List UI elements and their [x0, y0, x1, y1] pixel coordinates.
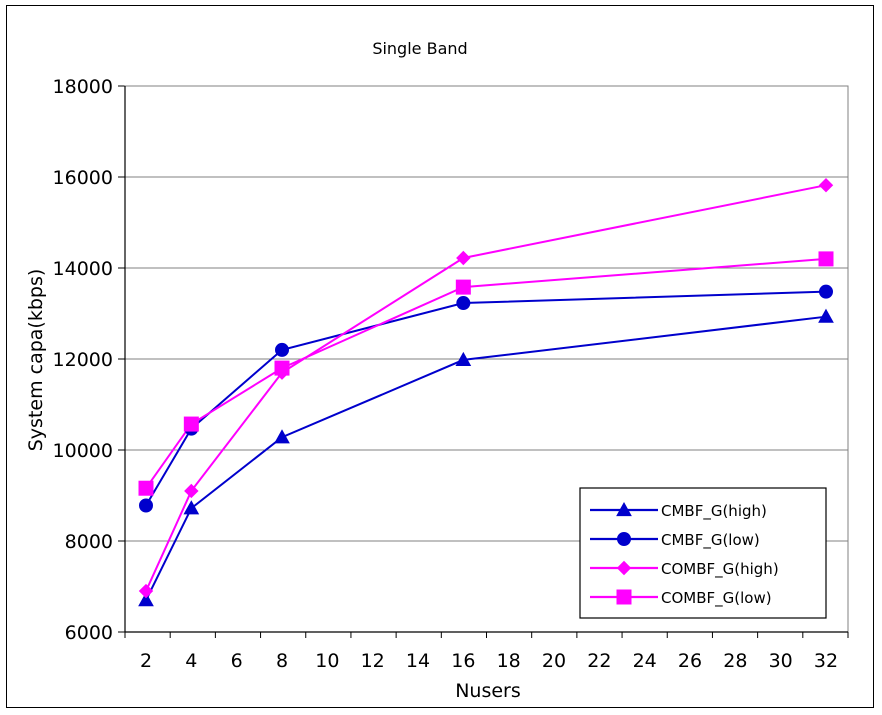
triangle-marker — [274, 429, 290, 444]
diamond-marker — [456, 250, 471, 266]
x-tick-label: 26 — [678, 650, 702, 672]
x-axis-label: Nusers — [455, 680, 521, 702]
x-tick-label: 22 — [587, 650, 611, 672]
square-marker — [818, 251, 834, 267]
x-tick-label: 20 — [542, 650, 566, 672]
x-tick-label: 32 — [814, 650, 838, 672]
diamond-marker — [616, 560, 632, 576]
circle-marker — [275, 342, 289, 357]
series-markers — [138, 177, 834, 607]
x-tick-label: 14 — [406, 650, 430, 672]
square-marker — [274, 360, 290, 376]
y-tick-label: 10000 — [53, 440, 113, 462]
y-tick-labels: 6000 8000 10000 12000 14000 16000 18000 — [53, 76, 113, 644]
circle-marker — [819, 284, 833, 299]
series-line — [145, 257, 827, 489]
square-marker — [138, 480, 154, 496]
triangle-marker — [455, 351, 472, 367]
x-tick-label: 30 — [769, 650, 793, 672]
legend-label: COMBF_G(low) — [661, 589, 772, 608]
diamond-marker — [184, 483, 199, 499]
x-tick-label: 18 — [497, 650, 521, 672]
x-tick-label: 6 — [231, 650, 243, 672]
y-tick-label: 8000 — [65, 531, 113, 553]
x-tick-label: 28 — [723, 650, 747, 672]
grid-lines — [125, 85, 848, 542]
square-marker — [183, 416, 199, 432]
y-tick-label: 18000 — [53, 76, 113, 98]
triangle-marker — [616, 501, 632, 517]
circle-marker — [617, 532, 631, 546]
y-tick-label: 14000 — [53, 258, 113, 280]
circle-marker — [139, 498, 153, 513]
legend-label: COMBF_G(high) — [661, 560, 779, 579]
legend-label: CMBF_G(low) — [661, 531, 760, 550]
square-marker — [455, 279, 471, 295]
chart-title: Single Band — [372, 39, 467, 58]
legend-label: CMBF_G(high) — [661, 502, 767, 521]
x-tick-label: 8 — [276, 650, 288, 672]
x-tick-label: 10 — [315, 650, 339, 672]
y-tick-label: 6000 — [65, 622, 113, 644]
triangle-marker — [138, 592, 154, 607]
diamond-marker — [138, 583, 154, 599]
x-tick-label: 12 — [361, 650, 385, 672]
y-axis-label: System capa(kbps) — [25, 269, 47, 452]
legend: CMBF_G(high) CMBF_G(low) COMBF_G(high) COMB… — [579, 487, 827, 619]
axes — [118, 85, 849, 638]
triangle-marker — [818, 308, 834, 323]
y-tick-label: 16000 — [53, 167, 113, 189]
x-tick-label: 4 — [185, 650, 197, 672]
x-tick-label: 16 — [451, 650, 475, 672]
square-marker — [616, 589, 632, 605]
x-tick-labels: 2 4 6 8 10 12 14 16 18 20 22 24 26 28 30 32 — [140, 650, 838, 672]
diamond-marker — [818, 177, 834, 193]
circle-marker — [456, 296, 471, 311]
series-line — [145, 290, 827, 507]
triangle-marker — [183, 500, 200, 515]
y-tick-label: 12000 — [53, 349, 113, 371]
x-tick-label: 24 — [633, 650, 657, 672]
x-tick-label: 2 — [140, 650, 152, 672]
